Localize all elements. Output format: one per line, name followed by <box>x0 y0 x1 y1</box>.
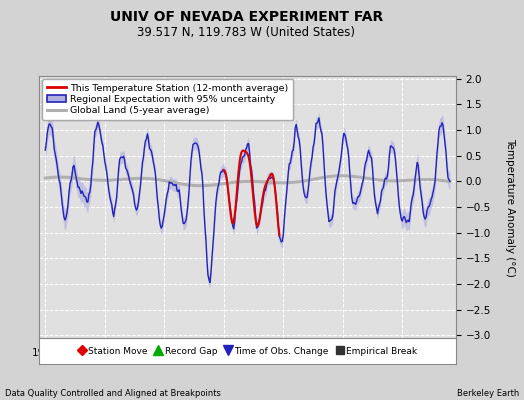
Legend: This Temperature Station (12-month average), Regional Expectation with 95% uncer: This Temperature Station (12-month avera… <box>42 79 293 120</box>
Text: Berkeley Earth: Berkeley Earth <box>456 389 519 398</box>
Y-axis label: Temperature Anomaly (°C): Temperature Anomaly (°C) <box>505 138 515 276</box>
Text: UNIV OF NEVADA EXPERIMENT FAR: UNIV OF NEVADA EXPERIMENT FAR <box>110 10 383 24</box>
Legend: Station Move, Record Gap, Time of Obs. Change, Empirical Break: Station Move, Record Gap, Time of Obs. C… <box>74 343 421 359</box>
Text: 39.517 N, 119.783 W (United States): 39.517 N, 119.783 W (United States) <box>137 26 355 39</box>
Text: Data Quality Controlled and Aligned at Breakpoints: Data Quality Controlled and Aligned at B… <box>5 389 221 398</box>
